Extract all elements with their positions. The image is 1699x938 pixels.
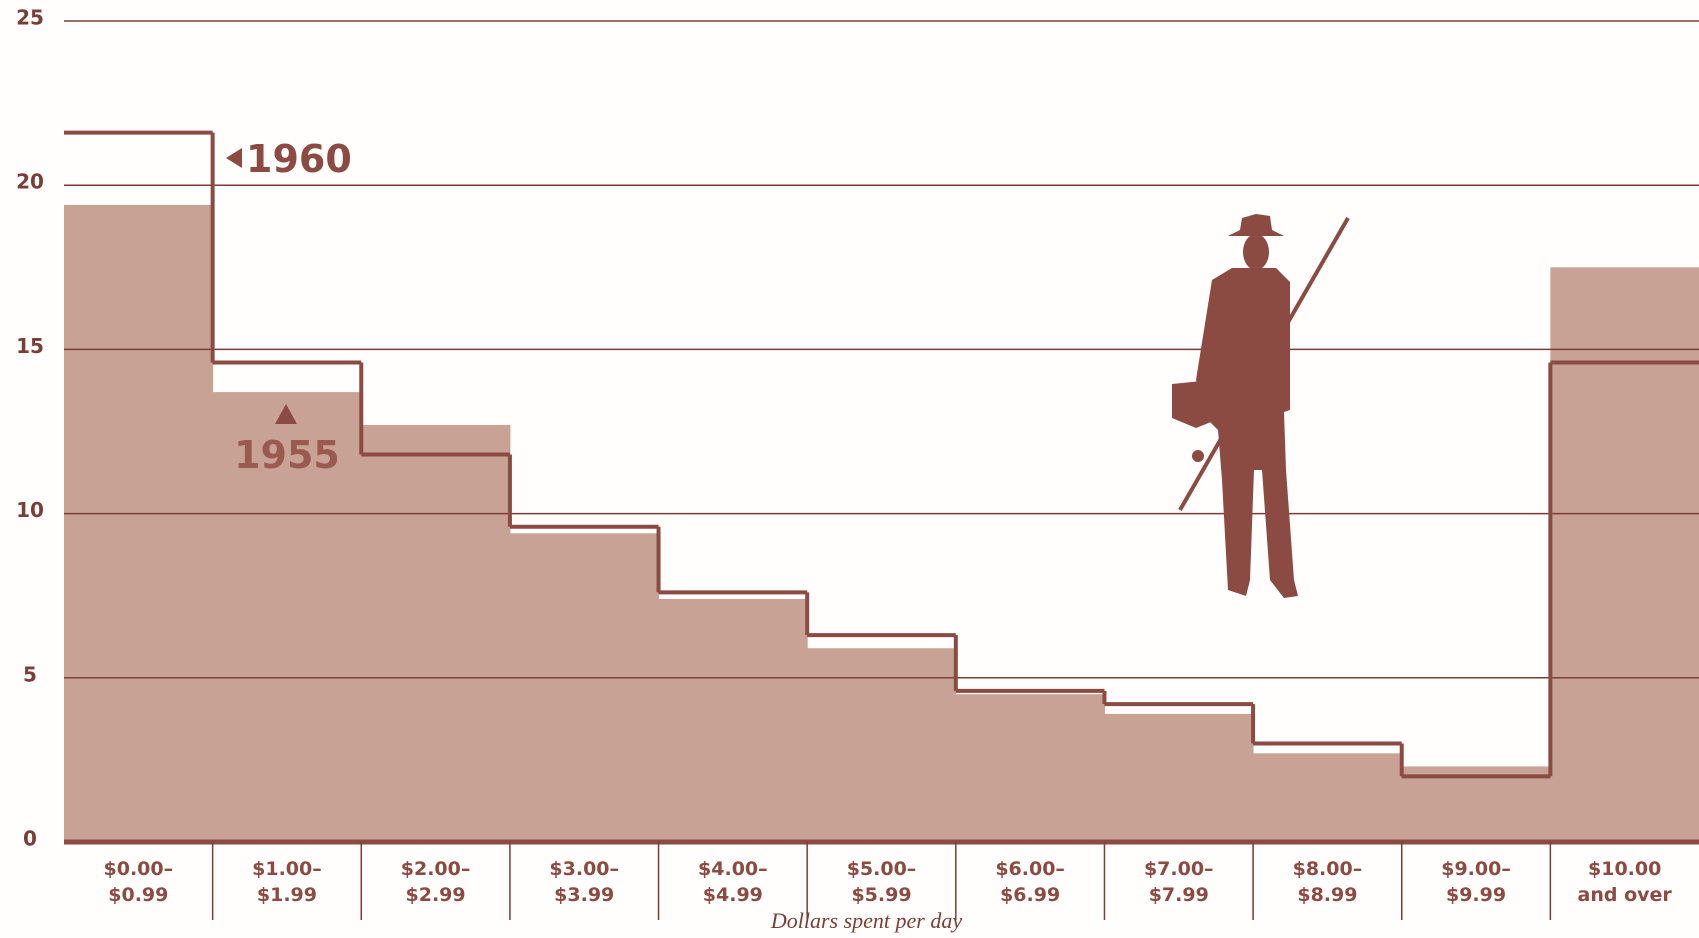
x-tick-label: $2.00– $2.99 bbox=[400, 858, 471, 906]
area-step bbox=[955, 694, 1105, 842]
y-tick-label: 15 bbox=[16, 334, 44, 358]
head bbox=[1243, 234, 1269, 270]
x-tick-label: $3.00– $3.99 bbox=[549, 858, 620, 906]
area-step bbox=[1253, 753, 1403, 842]
x-tick-label: $5.00– $5.99 bbox=[846, 858, 917, 906]
arrow bbox=[275, 404, 297, 424]
area-step bbox=[1401, 766, 1551, 842]
x-tick-label: $4.00– $4.99 bbox=[698, 858, 768, 906]
x-tick-label: $10.00 and over bbox=[1577, 858, 1672, 906]
y-tick-label: 10 bbox=[16, 498, 44, 522]
area-step bbox=[212, 392, 362, 842]
x-axis-label: Dollars spent per day bbox=[770, 908, 963, 933]
x-tick-label: $8.00– $8.99 bbox=[1292, 858, 1363, 906]
area-step bbox=[1104, 713, 1254, 842]
area-step bbox=[64, 204, 214, 843]
arrow bbox=[226, 148, 242, 168]
x-tick-label: $1.00– $1.99 bbox=[252, 858, 322, 906]
y-tick-label: 0 bbox=[23, 827, 37, 851]
x-tick-label: $7.00– $7.99 bbox=[1143, 858, 1214, 906]
y-tick-label: 20 bbox=[16, 170, 44, 194]
bucket bbox=[1172, 380, 1216, 428]
area-step bbox=[509, 533, 660, 842]
area-step bbox=[658, 598, 808, 842]
hat bbox=[1228, 214, 1284, 236]
fisherman-illustration bbox=[1172, 214, 1350, 598]
y-tick-label: 25 bbox=[16, 6, 44, 30]
area-step bbox=[361, 424, 511, 842]
y-tick-label: 5 bbox=[23, 662, 37, 686]
x-tick-label: $0.00– $0.99 bbox=[103, 858, 174, 906]
x-tick-label: $9.00– $9.99 bbox=[1441, 858, 1511, 906]
series-label: 1955 bbox=[234, 433, 340, 477]
reel bbox=[1192, 450, 1204, 462]
x-tick-label: $6.00– $6.99 bbox=[995, 858, 1065, 906]
area-step bbox=[807, 648, 957, 842]
body bbox=[1196, 268, 1298, 598]
area-step bbox=[1550, 267, 1699, 842]
series-label: 1960 bbox=[246, 137, 352, 181]
